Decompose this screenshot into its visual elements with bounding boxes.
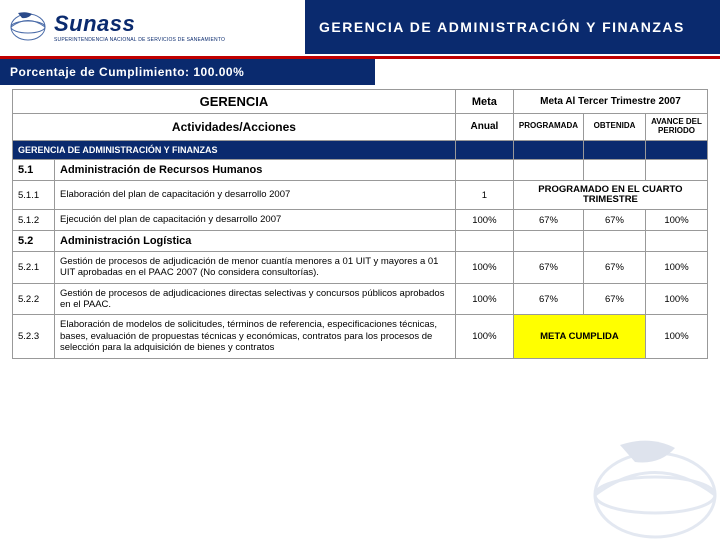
- row-adv: 100%: [646, 315, 708, 358]
- col-actividades: Actividades/Acciones: [13, 114, 456, 141]
- row-adv: 100%: [646, 283, 708, 315]
- header-row-1: GERENCIA Meta Meta Al Tercer Trimestre 2…: [13, 90, 708, 114]
- row-5-1-2: 5.1.2 Ejecución del plan de capacitación…: [13, 210, 708, 230]
- row-meta: 100%: [455, 315, 513, 358]
- row-5-2-2: 5.2.2 Gestión de procesos de adjudicacio…: [13, 283, 708, 315]
- row-note: PROGRAMADO EN EL CUARTO TRIMESTRE: [513, 180, 707, 210]
- row-obt: 67%: [584, 210, 646, 230]
- row-desc: Elaboración del plan de capacitación y d…: [55, 180, 456, 210]
- cell-empty: [584, 230, 646, 251]
- section-num: 5.2: [13, 230, 55, 251]
- cell-empty: [513, 230, 583, 251]
- header: Sunass SUPERINTENDENCIA NACIONAL DE SERV…: [0, 0, 720, 54]
- section-title: Administración de Recursos Humanos: [55, 159, 456, 180]
- row-adv: 100%: [646, 210, 708, 230]
- row-desc: Gestión de procesos de adjudicaciones di…: [55, 283, 456, 315]
- performance-table: GERENCIA Meta Meta Al Tercer Trimestre 2…: [12, 89, 708, 359]
- compliance-bar: Porcentaje de Cumplimiento: 100.00%: [0, 59, 375, 85]
- row-desc: Ejecución del plan de capacitación y des…: [55, 210, 456, 230]
- cell-empty: [584, 159, 646, 180]
- col-gerencia: GERENCIA: [13, 90, 456, 114]
- band-empty: [513, 140, 583, 159]
- col-meta-tercer: Meta Al Tercer Trimestre 2007: [513, 90, 707, 114]
- page-title: GERENCIA DE ADMINISTRACIÓN Y FINANZAS: [305, 0, 720, 54]
- row-cumplida: META CUMPLIDA: [513, 315, 645, 358]
- logo-subtitle: SUPERINTENDENCIA NACIONAL DE SERVICIOS D…: [54, 37, 225, 43]
- sunass-logo-icon: [8, 9, 48, 45]
- row-obt: 67%: [584, 251, 646, 283]
- row-num: 5.1.1: [13, 180, 55, 210]
- col-meta: Meta: [455, 90, 513, 114]
- col-programada: PROGRAMADA: [513, 114, 583, 141]
- row-meta: 100%: [455, 210, 513, 230]
- row-5-2-3: 5.2.3 Elaboración de modelos de solicitu…: [13, 315, 708, 358]
- cell-empty: [646, 159, 708, 180]
- logo-name: Sunass: [54, 11, 225, 37]
- section-5-1: 5.1 Administración de Recursos Humanos: [13, 159, 708, 180]
- logo-area: Sunass SUPERINTENDENCIA NACIONAL DE SERV…: [0, 0, 305, 54]
- row-prog: 67%: [513, 251, 583, 283]
- col-avance: AVANCE DEL PERIODO: [646, 114, 708, 141]
- section-num: 5.1: [13, 159, 55, 180]
- row-5-2-1: 5.2.1 Gestión de procesos de adjudicació…: [13, 251, 708, 283]
- row-5-1-1: 5.1.1 Elaboración del plan de capacitaci…: [13, 180, 708, 210]
- band-title: GERENCIA DE ADMINISTRACIÓN Y FINANZAS: [13, 140, 456, 159]
- header-row-2: Actividades/Acciones Anual PROGRAMADA OB…: [13, 114, 708, 141]
- band-row: GERENCIA DE ADMINISTRACIÓN Y FINANZAS: [13, 140, 708, 159]
- row-desc: Elaboración de modelos de solicitudes, t…: [55, 315, 456, 358]
- row-num: 5.2.1: [13, 251, 55, 283]
- section-title: Administración Logística: [55, 230, 456, 251]
- band-empty: [584, 140, 646, 159]
- section-5-2: 5.2 Administración Logística: [13, 230, 708, 251]
- row-num: 5.2.3: [13, 315, 55, 358]
- col-obtenida: OBTENIDA: [584, 114, 646, 141]
- watermark-globe-icon: [560, 430, 720, 540]
- row-num: 5.1.2: [13, 210, 55, 230]
- cell-empty: [455, 159, 513, 180]
- row-prog: 67%: [513, 283, 583, 315]
- logo-text: Sunass SUPERINTENDENCIA NACIONAL DE SERV…: [54, 11, 225, 43]
- col-anual: Anual: [455, 114, 513, 141]
- band-empty: [646, 140, 708, 159]
- row-num: 5.2.2: [13, 283, 55, 315]
- cell-empty: [646, 230, 708, 251]
- row-obt: 67%: [584, 283, 646, 315]
- row-meta: 1: [455, 180, 513, 210]
- cell-empty: [455, 230, 513, 251]
- row-meta: 100%: [455, 283, 513, 315]
- row-prog: 67%: [513, 210, 583, 230]
- row-desc: Gestión de procesos de adjudicación de m…: [55, 251, 456, 283]
- table-container: GERENCIA Meta Meta Al Tercer Trimestre 2…: [0, 85, 720, 359]
- cell-empty: [513, 159, 583, 180]
- band-empty: [455, 140, 513, 159]
- row-meta: 100%: [455, 251, 513, 283]
- row-adv: 100%: [646, 251, 708, 283]
